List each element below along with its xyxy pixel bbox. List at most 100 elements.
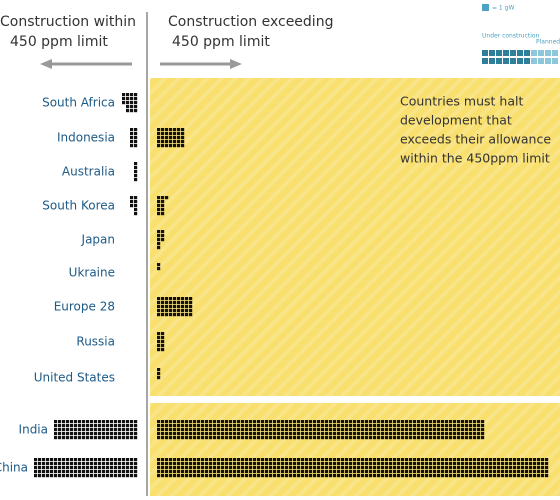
waffle-block bbox=[130, 128, 138, 148]
unit-square bbox=[281, 462, 285, 466]
unit-square bbox=[425, 428, 429, 432]
unit-square bbox=[509, 458, 513, 462]
unit-square bbox=[161, 436, 165, 440]
unit-square bbox=[110, 470, 114, 474]
unit-square bbox=[329, 474, 333, 478]
annotation: Countries must halt bbox=[400, 94, 523, 109]
unit-square bbox=[126, 428, 130, 432]
unit-square bbox=[357, 458, 361, 462]
unit-square bbox=[365, 458, 369, 462]
unit-square bbox=[521, 474, 525, 478]
unit-square bbox=[481, 432, 485, 436]
unit-square bbox=[477, 462, 481, 466]
legend-unit: = 1 gW bbox=[492, 5, 514, 12]
unit-square bbox=[261, 428, 265, 432]
unit-square bbox=[349, 466, 353, 470]
unit-square bbox=[381, 436, 385, 440]
unit-square bbox=[221, 462, 225, 466]
unit-square bbox=[353, 428, 357, 432]
unit-square bbox=[157, 196, 161, 200]
waffle-block bbox=[157, 263, 161, 271]
unit-square bbox=[134, 462, 138, 466]
unit-square bbox=[325, 462, 329, 466]
unit-square bbox=[389, 420, 393, 424]
unit-square bbox=[409, 428, 413, 432]
unit-square bbox=[193, 432, 197, 436]
unit-square bbox=[349, 470, 353, 474]
legend-square bbox=[517, 50, 523, 56]
unit-square bbox=[429, 436, 433, 440]
unit-square bbox=[281, 474, 285, 478]
unit-square bbox=[317, 428, 321, 432]
legend-square bbox=[489, 50, 495, 56]
unit-square bbox=[165, 136, 169, 140]
unit-square bbox=[449, 470, 453, 474]
unit-square bbox=[58, 474, 62, 478]
unit-square bbox=[110, 462, 114, 466]
unit-square bbox=[421, 466, 425, 470]
unit-square bbox=[333, 470, 337, 474]
unit-square bbox=[261, 436, 265, 440]
unit-square bbox=[449, 432, 453, 436]
unit-square bbox=[317, 424, 321, 428]
unit-square bbox=[161, 297, 165, 301]
unit-square bbox=[521, 458, 525, 462]
unit-square bbox=[161, 344, 165, 348]
unit-square bbox=[313, 436, 317, 440]
unit-square bbox=[126, 436, 130, 440]
unit-square bbox=[457, 436, 461, 440]
unit-square bbox=[461, 436, 465, 440]
unit-square bbox=[106, 470, 110, 474]
unit-square bbox=[66, 458, 70, 462]
unit-square bbox=[66, 424, 70, 428]
unit-square bbox=[325, 436, 329, 440]
unit-square bbox=[66, 436, 70, 440]
unit-square bbox=[221, 458, 225, 462]
unit-square bbox=[205, 420, 209, 424]
unit-square bbox=[225, 474, 229, 478]
unit-square bbox=[301, 428, 305, 432]
unit-square bbox=[325, 458, 329, 462]
unit-square bbox=[134, 128, 138, 132]
unit-square bbox=[285, 470, 289, 474]
unit-square bbox=[90, 428, 94, 432]
unit-square bbox=[42, 474, 46, 478]
unit-square bbox=[177, 128, 181, 132]
unit-square bbox=[157, 208, 161, 212]
unit-square bbox=[321, 470, 325, 474]
unit-square bbox=[34, 466, 38, 470]
unit-square bbox=[397, 428, 401, 432]
unit-square bbox=[74, 470, 78, 474]
unit-square bbox=[126, 470, 130, 474]
unit-square bbox=[181, 305, 185, 309]
unit-square bbox=[106, 420, 110, 424]
unit-square bbox=[265, 474, 269, 478]
unit-square bbox=[273, 436, 277, 440]
unit-square bbox=[341, 432, 345, 436]
unit-square bbox=[173, 313, 177, 317]
unit-square bbox=[193, 428, 197, 432]
unit-square bbox=[273, 474, 277, 478]
unit-square bbox=[54, 470, 58, 474]
unit-square bbox=[189, 424, 193, 428]
unit-square bbox=[413, 462, 417, 466]
unit-square bbox=[445, 466, 449, 470]
unit-square bbox=[233, 470, 237, 474]
unit-square bbox=[493, 470, 497, 474]
unit-square bbox=[457, 424, 461, 428]
unit-square bbox=[369, 474, 373, 478]
unit-square bbox=[134, 162, 138, 166]
unit-square bbox=[417, 474, 421, 478]
unit-square bbox=[449, 420, 453, 424]
unit-square bbox=[181, 462, 185, 466]
unit-square bbox=[453, 470, 457, 474]
category-label: United States bbox=[34, 371, 115, 385]
unit-square bbox=[134, 208, 138, 212]
unit-square bbox=[78, 466, 82, 470]
unit-square bbox=[110, 424, 114, 428]
unit-square bbox=[365, 424, 369, 428]
unit-square bbox=[169, 132, 173, 136]
unit-square bbox=[122, 470, 126, 474]
unit-square bbox=[197, 428, 201, 432]
unit-square bbox=[74, 436, 78, 440]
